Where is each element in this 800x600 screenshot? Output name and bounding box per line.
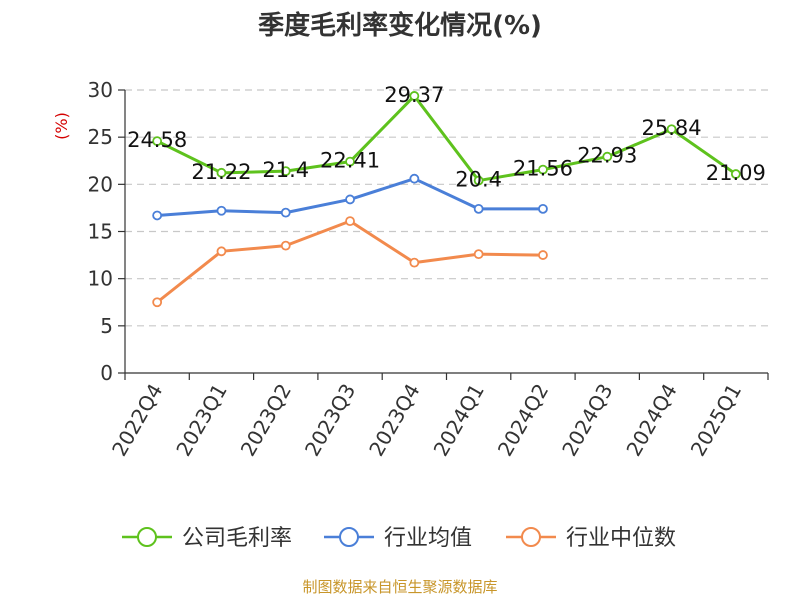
data-point: [538, 164, 548, 175]
x-tick-label: 2023Q2: [236, 380, 296, 461]
x-tick-label: 2023Q4: [364, 380, 424, 461]
data-point: [409, 91, 420, 101]
data-point: [152, 210, 163, 221]
data-point: [473, 203, 484, 214]
legend-swatch-marker: [521, 527, 541, 547]
series-line: [156, 219, 543, 304]
data-point: [409, 257, 420, 268]
data-point: [409, 173, 420, 184]
x-tick-label: 2024Q3: [557, 380, 617, 461]
data-point: [216, 205, 227, 216]
x-tick-label: 2025Q1: [686, 380, 746, 461]
data-label: 22.41: [320, 149, 380, 173]
data-point: [473, 249, 484, 260]
chart-title: 季度毛利率变化情况(%): [258, 10, 542, 41]
data-point: [345, 216, 355, 227]
data-label: 20.4: [455, 168, 502, 192]
y-tick-label: 5: [100, 314, 113, 338]
legend: 公司毛利率 行业均值 行业中位数: [122, 526, 676, 551]
legend-label: 行业均值: [384, 526, 472, 551]
x-tick-label: 2023Q1: [171, 380, 231, 461]
data-label: 21.4: [262, 158, 309, 182]
data-point: [216, 167, 227, 178]
y-tick-label: 15: [88, 220, 113, 244]
data-label: 22.93: [577, 144, 637, 168]
legend-swatch-marker: [137, 527, 157, 547]
legend-label: 公司毛利率: [182, 526, 292, 551]
series-lines: [152, 91, 741, 308]
data-point: [280, 207, 291, 218]
data-point: [345, 156, 355, 167]
x-tick-label: 2022Q4: [107, 380, 167, 461]
data-label: 29.37: [384, 83, 444, 107]
y-tick-label: 30: [88, 78, 113, 102]
data-point: [730, 169, 741, 179]
x-tick-label: 2024Q2: [493, 380, 553, 461]
y-tick-label: 10: [88, 267, 113, 291]
data-label: 24.58: [127, 128, 187, 152]
legend-label: 行业中位数: [566, 526, 676, 551]
data-point: [666, 124, 677, 135]
y-tick-label: 20: [88, 172, 113, 196]
y-tick-label: 25: [88, 125, 113, 149]
series-line: [156, 94, 737, 183]
data-label: 25.84: [641, 116, 701, 140]
x-tick-label: 2023Q3: [300, 380, 360, 461]
y-tick-label: 0: [100, 361, 113, 385]
data-point: [152, 136, 163, 147]
y-axis-unit-label: (%): [52, 112, 71, 140]
data-label: 21.22: [191, 160, 251, 184]
data-point: [538, 203, 548, 214]
x-tick-label: 2024Q4: [621, 380, 681, 461]
data-point: [216, 246, 227, 257]
legend-swatch-marker: [339, 527, 359, 547]
data-label: 21.09: [706, 161, 766, 185]
data-point: [602, 151, 613, 162]
source-note: 制图数据来自恒生聚源数据库: [302, 578, 497, 596]
data-point: [473, 175, 484, 186]
data-point: [280, 166, 291, 177]
data-point: [280, 240, 291, 251]
data-point: [152, 297, 163, 308]
data-point: [345, 194, 355, 205]
x-tick-label: 2024Q1: [429, 380, 489, 461]
data-point: [538, 250, 548, 260]
data-label: 21.56: [513, 157, 573, 181]
